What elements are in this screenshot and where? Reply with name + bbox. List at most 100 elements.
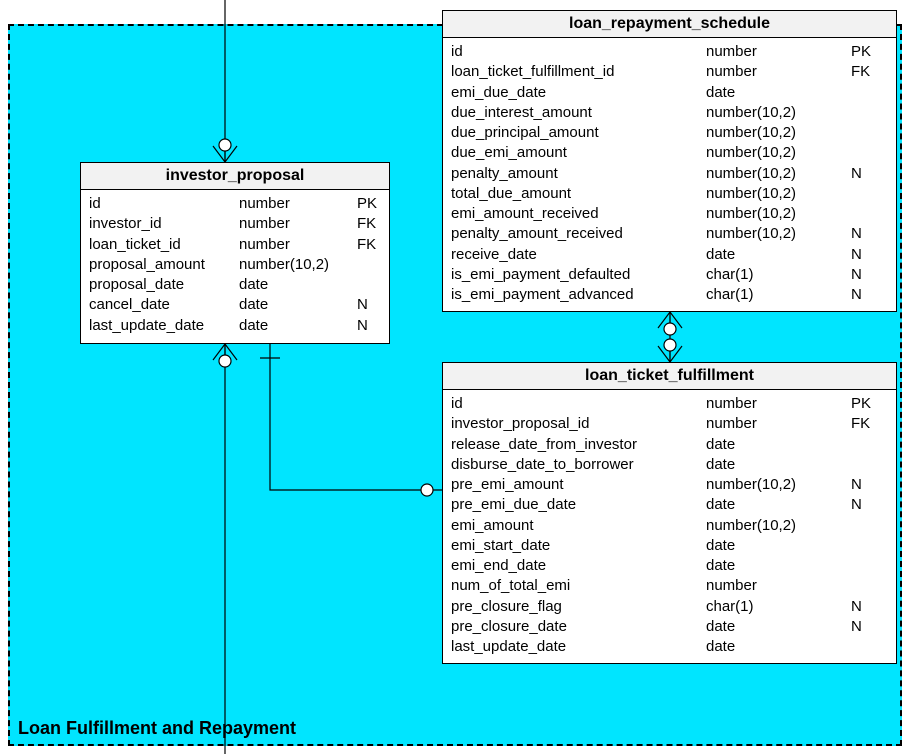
table-row: cancel_datedateN [89,295,381,315]
column-name: total_due_amount [451,184,706,204]
column-type: date [706,495,851,515]
entity-loan_ticket_fulfillment: loan_ticket_fulfillmentidnumberPKinvesto… [442,362,897,664]
column-name: pre_closure_date [451,617,706,637]
table-row: release_date_from_investordate [451,435,888,455]
table-row: due_emi_amountnumber(10,2) [451,143,888,163]
entity-loan_repayment_schedule: loan_repayment_scheduleidnumberPKloan_ti… [442,10,897,312]
column-name: disburse_date_to_borrower [451,455,706,475]
column-type: number [239,194,357,214]
table-row: due_interest_amountnumber(10,2) [451,103,888,123]
table-row: loan_ticket_idnumberFK [89,235,381,255]
column-name: proposal_date [89,275,239,295]
column-key: N [851,164,881,184]
table-row: receive_datedateN [451,245,888,265]
column-type: number [706,414,851,434]
column-name: release_date_from_investor [451,435,706,455]
table-row: penalty_amountnumber(10,2)N [451,164,888,184]
entity-body: idnumberPKinvestor_idnumberFKloan_ticket… [81,190,389,340]
table-row: idnumberPK [451,394,888,414]
table-row: loan_ticket_fulfillment_idnumberFK [451,62,888,82]
column-key: N [851,245,881,265]
column-name: due_interest_amount [451,103,706,123]
column-name: id [451,394,706,414]
column-type: number(10,2) [706,224,851,244]
table-row: is_emi_payment_defaultedchar(1)N [451,265,888,285]
column-type: number [706,394,851,414]
column-type: number(10,2) [706,184,851,204]
column-name: investor_proposal_id [451,414,706,434]
table-row: emi_amount_receivednumber(10,2) [451,204,888,224]
column-name: is_emi_payment_defaulted [451,265,706,285]
column-type: date [706,536,851,556]
table-row: pre_closure_flagchar(1)N [451,597,888,617]
column-type: date [706,617,851,637]
column-name: emi_end_date [451,556,706,576]
column-type: char(1) [706,597,851,617]
column-type: date [706,637,851,657]
column-key: N [851,224,881,244]
column-name: loan_ticket_fulfillment_id [451,62,706,82]
column-type: number(10,2) [706,164,851,184]
column-key: N [357,316,387,336]
entity-title: loan_ticket_fulfillment [443,363,896,390]
column-name: is_emi_payment_advanced [451,285,706,305]
entity-title: loan_repayment_schedule [443,11,896,38]
table-row: penalty_amount_receivednumber(10,2)N [451,224,888,244]
column-key: FK [357,214,387,234]
column-name: emi_due_date [451,83,706,103]
column-type: date [239,316,357,336]
column-type: date [706,556,851,576]
table-row: is_emi_payment_advancedchar(1)N [451,285,888,305]
column-type: number(10,2) [706,103,851,123]
column-name: emi_amount [451,516,706,536]
column-key: FK [851,62,881,82]
column-type: date [706,435,851,455]
table-row: investor_proposal_idnumberFK [451,414,888,434]
column-name: pre_emi_due_date [451,495,706,515]
er-diagram-canvas: Loan Fulfillment and Repayment investor_… [0,0,910,754]
column-type: number(10,2) [239,255,357,275]
column-key: FK [357,235,387,255]
column-type: date [239,275,357,295]
column-key: FK [851,414,881,434]
table-row: idnumberPK [451,42,888,62]
column-name: last_update_date [89,316,239,336]
column-key: PK [851,394,881,414]
column-key: N [851,475,881,495]
column-type: number [706,576,851,596]
column-name: penalty_amount [451,164,706,184]
column-type: number(10,2) [706,123,851,143]
column-name: emi_amount_received [451,204,706,224]
entity-title: investor_proposal [81,163,389,190]
column-type: char(1) [706,265,851,285]
entity-body: idnumberPKloan_ticket_fulfillment_idnumb… [443,38,896,309]
column-type: number(10,2) [706,204,851,224]
column-name: num_of_total_emi [451,576,706,596]
column-type: number [706,42,851,62]
column-type: date [706,455,851,475]
table-row: emi_due_datedate [451,83,888,103]
column-type: number [239,214,357,234]
column-key: PK [851,42,881,62]
column-type: char(1) [706,285,851,305]
column-name: receive_date [451,245,706,265]
column-key: N [851,265,881,285]
table-row: last_update_datedate [451,637,888,657]
column-key: N [851,597,881,617]
column-key: N [357,295,387,315]
table-row: pre_emi_due_datedateN [451,495,888,515]
column-name: pre_closure_flag [451,597,706,617]
column-key: N [851,495,881,515]
column-type: number [706,62,851,82]
table-row: idnumberPK [89,194,381,214]
column-name: id [451,42,706,62]
table-row: proposal_datedate [89,275,381,295]
table-row: pre_closure_datedateN [451,617,888,637]
column-name: proposal_amount [89,255,239,275]
column-name: penalty_amount_received [451,224,706,244]
column-name: cancel_date [89,295,239,315]
table-row: emi_end_datedate [451,556,888,576]
column-type: number(10,2) [706,475,851,495]
column-key: N [851,285,881,305]
column-name: emi_start_date [451,536,706,556]
